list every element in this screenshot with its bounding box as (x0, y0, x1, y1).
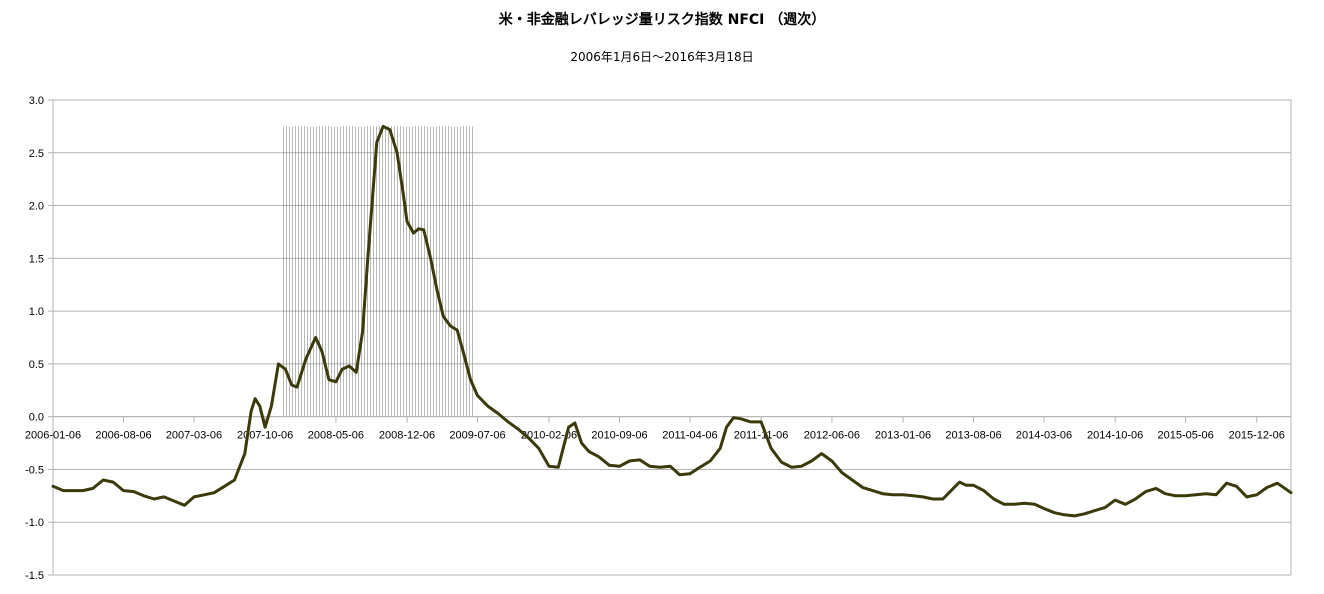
nfci-line (51, 124, 1293, 518)
y-tick-label: 0.0 (29, 412, 44, 424)
x-tick-label: 2011-04-06 (662, 430, 717, 442)
x-tick-label: 2013-08-06 (945, 430, 1001, 442)
x-tick-labels: 2006-01-06 2006-08-06 2007-03-06 2007-10-06… (25, 416, 1285, 442)
x-tick-label: 2010-02-06 (521, 430, 577, 442)
chart-subtitle: 2006年1月6日～2016年3月18日 (570, 50, 753, 64)
x-tick-label: 2009-07-06 (449, 430, 505, 442)
recession-shading (283, 126, 474, 417)
y-tick-label: -0.5 (25, 464, 44, 476)
y-tick-label: -1.5 (25, 570, 44, 582)
y-tick-label: 1.0 (29, 306, 44, 318)
x-tick-label: 2007-03-06 (166, 430, 222, 442)
axes (52, 100, 1292, 575)
x-tick-label: 2014-10-06 (1087, 430, 1143, 442)
x-tick-label: 2008-05-06 (308, 430, 364, 442)
x-tick-label: 2012-06-06 (804, 430, 860, 442)
y-tick-label: 1.5 (29, 253, 44, 265)
y-tick-labels: 3.0 2.5 2.0 1.5 1.0 0.5 0.0 -0.5 -1.0 -1.5 (25, 95, 53, 582)
y-tick-label: 2.0 (29, 201, 44, 213)
x-tick-label: 2006-01-06 (25, 430, 81, 442)
chart-title: 米・非金融レバレッジ量リスク指数 NFCI （週次） (499, 11, 826, 28)
x-tick-label: 2010-09-06 (591, 430, 647, 442)
y-tick-label: 0.5 (29, 359, 44, 371)
grid-lines (53, 99, 1291, 576)
x-tick-label: 2014-03-06 (1016, 430, 1072, 442)
y-tick-label: -1.0 (25, 517, 44, 529)
x-tick-label: 2015-05-06 (1157, 430, 1213, 442)
x-tick-label: 2008-12-06 (379, 430, 435, 442)
x-tick-label: 2006-08-06 (95, 430, 151, 442)
y-tick-label: 3.0 (29, 95, 44, 107)
x-tick-label: 2013-01-06 (875, 430, 931, 442)
series (51, 124, 1293, 518)
x-tick-label: 2007-10-06 (237, 430, 293, 442)
x-tick-label: 2015-12-06 (1229, 430, 1285, 442)
x-tick-label: 2011-11-06 (734, 430, 789, 442)
y-tick-label: 2.5 (29, 148, 44, 160)
